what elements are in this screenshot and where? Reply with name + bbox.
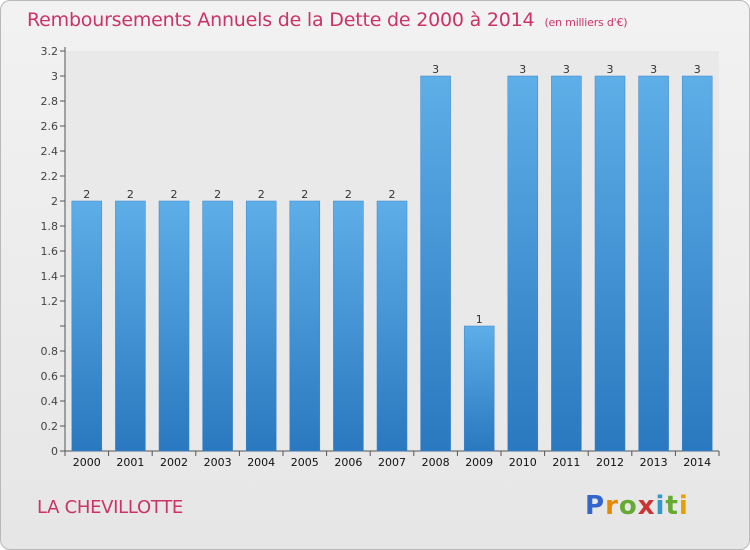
bar-value-label: 2 (127, 188, 134, 201)
x-tick-label: 2013 (640, 456, 668, 469)
y-tick-label: 2.4 (41, 145, 59, 158)
bar-value-label: 3 (607, 63, 614, 76)
logo-letter: i (655, 491, 666, 521)
logo-letter: x (637, 491, 656, 521)
y-tick-label: 3 (51, 70, 58, 83)
chart-title-unit: (en milliers d'€) (544, 16, 628, 29)
logo-letter: r (605, 491, 619, 521)
bar (376, 200, 408, 452)
bar (420, 75, 451, 452)
bar-value-label: 3 (650, 63, 657, 76)
bar (245, 200, 277, 452)
bar (681, 75, 713, 452)
x-tick-label: 2006 (334, 456, 362, 469)
x-tick-label: 2005 (291, 456, 319, 469)
bar-value-label: 2 (83, 188, 90, 201)
y-tick-label: 1.4 (41, 270, 59, 283)
y-tick-label: 3.2 (41, 45, 59, 58)
y-tick-label: 2 (51, 195, 58, 208)
y-tick-label: 1.6 (41, 245, 59, 258)
bar-value-label: 2 (345, 188, 352, 201)
bar-value-label: 2 (389, 188, 396, 201)
bar (463, 325, 495, 452)
bar (202, 200, 233, 452)
y-tick-label: 2.6 (41, 120, 59, 133)
x-tick-label: 2002 (160, 456, 188, 469)
bar-value-label: 2 (301, 188, 308, 201)
x-tick-label: 2007 (378, 456, 406, 469)
y-tick-label: 0 (51, 445, 58, 458)
x-tick-label: 2012 (596, 456, 624, 469)
x-tick-label: 2009 (465, 456, 493, 469)
chart-title-main: Remboursements Annuels de la Dette de 20… (27, 9, 535, 31)
bar-value-label: 1 (476, 313, 483, 326)
x-tick-label: 2014 (683, 456, 711, 469)
bar-value-label: 3 (563, 63, 570, 76)
bar (551, 75, 582, 452)
bar (158, 200, 190, 452)
bar-value-label: 2 (214, 188, 221, 201)
bar-value-label: 2 (171, 188, 178, 201)
bar-value-label: 2 (258, 188, 265, 201)
y-tick-label: 0.6 (41, 370, 59, 383)
bar (333, 200, 364, 452)
bar-value-label: 3 (519, 63, 526, 76)
bar (71, 200, 103, 452)
logo-letter: i (678, 491, 689, 521)
bar (507, 75, 539, 452)
bar (638, 75, 669, 452)
bar-value-label: 3 (694, 63, 701, 76)
logo-letter: P (585, 491, 606, 521)
bar-value-label: 3 (432, 63, 439, 76)
y-tick-label: 1.2 (41, 295, 59, 308)
bar (115, 200, 146, 452)
bar (289, 200, 321, 452)
x-tick-label: 2011 (552, 456, 580, 469)
commune-name: LA CHEVILLOTTE (37, 497, 184, 518)
chart-title: Remboursements Annuels de la Dette de 20… (27, 9, 628, 31)
x-tick-label: 2000 (73, 456, 101, 469)
y-tick-label: 0.2 (41, 420, 59, 433)
x-tick-label: 2003 (204, 456, 232, 469)
y-tick-label: 2.2 (41, 170, 59, 183)
y-tick-label: 2.8 (41, 95, 59, 108)
y-tick-label: 0.8 (41, 345, 59, 358)
y-tick-label: 0.4 (41, 395, 59, 408)
bar (594, 75, 626, 452)
x-tick-label: 2001 (116, 456, 144, 469)
proxiti-logo: Proxiti (585, 491, 689, 521)
y-tick-label: 1.8 (41, 220, 59, 233)
x-tick-label: 2004 (247, 456, 275, 469)
logo-letter: t (665, 491, 679, 521)
x-tick-label: 2008 (422, 456, 450, 469)
logo-letter: o (618, 491, 638, 521)
x-tick-label: 2010 (509, 456, 537, 469)
